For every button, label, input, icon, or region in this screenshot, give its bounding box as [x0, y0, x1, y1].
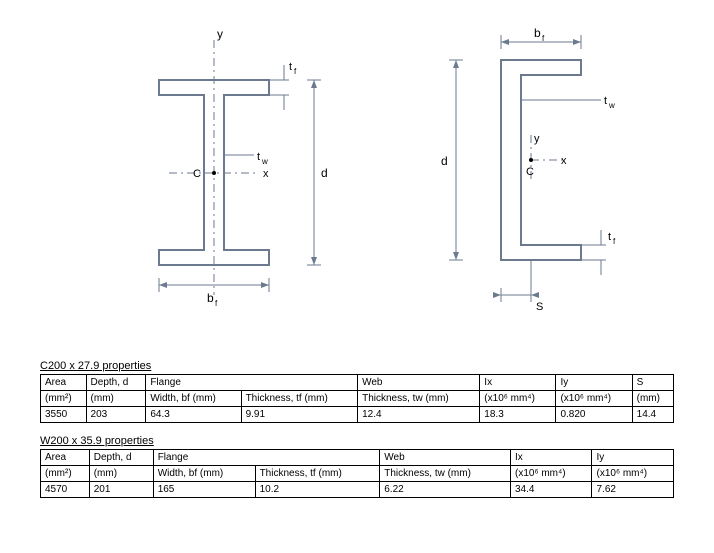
header-area: Area [41, 450, 90, 466]
svg-text:w: w [261, 157, 268, 166]
w200-table: Area Depth, d Flange Web Ix Iy (mm²) (mm… [40, 449, 674, 498]
diagrams-container: y C x t w t f d [40, 20, 674, 330]
c200-title: C200 x 27.9 properties [40, 360, 674, 372]
svg-text:t: t [257, 151, 260, 163]
cell-tf: 10.2 [255, 482, 380, 498]
header-iy: Iy [592, 450, 674, 466]
svg-text:d: d [441, 154, 448, 168]
svg-text:b: b [207, 291, 214, 305]
channel-diagram: b f t w y C x d t f [386, 20, 646, 330]
header-depth: Depth, d [86, 375, 146, 391]
table-row: 3550 203 64.3 9.91 12.4 18.3 0.820 14.4 [41, 407, 674, 423]
header-s: S [632, 375, 673, 391]
c200-table: Area Depth, d Flange Web Ix Iy S (mm²) (… [40, 374, 674, 423]
header-web: Web [358, 375, 480, 391]
svg-text:C: C [193, 168, 201, 180]
svg-text:w: w [608, 101, 615, 110]
svg-text:f: f [294, 67, 297, 76]
header-area: Area [41, 375, 87, 391]
ibeam-diagram: y C x t w t f d [69, 20, 329, 330]
svg-text:C: C [526, 166, 534, 178]
svg-text:b: b [534, 26, 541, 40]
header-ix: Ix [480, 375, 556, 391]
cell-width: 165 [153, 482, 255, 498]
cell-tw: 12.4 [358, 407, 480, 423]
cell-tf: 9.91 [241, 407, 358, 423]
w200-title: W200 x 35.9 properties [40, 435, 674, 447]
unit-depth: (mm) [89, 466, 153, 482]
svg-text:t: t [604, 95, 607, 107]
cell-iy: 7.62 [592, 482, 674, 498]
cell-area: 4570 [41, 482, 90, 498]
header-depth: Depth, d [89, 450, 153, 466]
ibeam-svg: y C x t w t f d [69, 20, 329, 320]
svg-text:y: y [534, 133, 540, 145]
unit-ix: (x10⁶ mm⁴) [480, 391, 556, 407]
unit-depth: (mm) [86, 391, 146, 407]
svg-text:y: y [217, 27, 223, 41]
header-flange: Flange [153, 450, 380, 466]
svg-text:x: x [263, 168, 269, 180]
cell-tw: 6.22 [380, 482, 511, 498]
table-row: 4570 201 165 10.2 6.22 34.4 7.62 [41, 482, 674, 498]
svg-text:x: x [561, 155, 567, 167]
svg-text:S: S [536, 301, 543, 313]
table-row: (mm²) (mm) Width, bf (mm) Thickness, tf … [41, 466, 674, 482]
cell-ix: 34.4 [510, 482, 592, 498]
cell-s: 14.4 [632, 407, 673, 423]
cell-width: 64.3 [146, 407, 241, 423]
cell-ix: 18.3 [480, 407, 556, 423]
svg-text:d: d [321, 166, 328, 180]
header-width: Width, bf (mm) [153, 466, 255, 482]
unit-area: (mm²) [41, 466, 90, 482]
unit-s: (mm) [632, 391, 673, 407]
cell-iy: 0.820 [556, 407, 632, 423]
header-flange: Flange [146, 375, 358, 391]
header-web: Web [380, 450, 511, 466]
header-tf: Thickness, tf (mm) [255, 466, 380, 482]
header-iy: Iy [556, 375, 632, 391]
table-row: (mm²) (mm) Width, bf (mm) Thickness, tf … [41, 391, 674, 407]
cell-depth: 203 [86, 407, 146, 423]
header-tf: Thickness, tf (mm) [241, 391, 358, 407]
unit-iy: (x10⁶ mm⁴) [556, 391, 632, 407]
unit-area: (mm²) [41, 391, 87, 407]
svg-text:t: t [289, 61, 292, 73]
header-tw: Thickness, tw (mm) [358, 391, 480, 407]
table-row: Area Depth, d Flange Web Ix Iy [41, 450, 674, 466]
unit-iy: (x10⁶ mm⁴) [592, 466, 674, 482]
unit-ix: (x10⁶ mm⁴) [510, 466, 592, 482]
cell-depth: 201 [89, 482, 153, 498]
svg-text:t: t [608, 231, 611, 243]
channel-svg: b f t w y C x d t f [386, 20, 646, 330]
svg-text:f: f [215, 299, 218, 308]
header-width: Width, bf (mm) [146, 391, 241, 407]
table-row: Area Depth, d Flange Web Ix Iy S [41, 375, 674, 391]
svg-text:f: f [613, 237, 616, 246]
header-ix: Ix [510, 450, 592, 466]
header-tw: Thickness, tw (mm) [380, 466, 511, 482]
cell-area: 3550 [41, 407, 87, 423]
